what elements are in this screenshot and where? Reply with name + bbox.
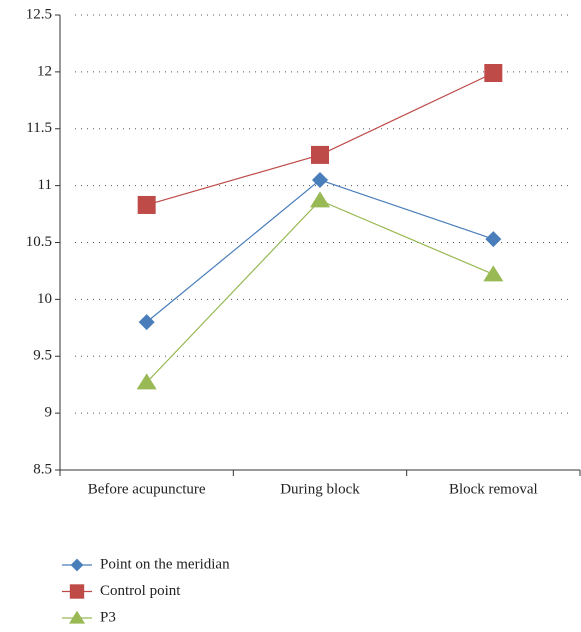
marker xyxy=(310,191,330,208)
marker xyxy=(70,558,84,572)
y-tick-label: 10.5 xyxy=(26,234,52,250)
marker xyxy=(312,171,328,188)
y-tick-label: 9 xyxy=(45,405,53,421)
y-tick-label: 10 xyxy=(37,291,52,307)
x-tick-label: During block xyxy=(280,481,360,497)
marker xyxy=(311,145,329,164)
x-tick-label: Block removal xyxy=(449,481,538,497)
marker xyxy=(69,584,85,599)
y-tick-label: 12.5 xyxy=(26,6,52,22)
series-line xyxy=(146,199,494,383)
marker xyxy=(137,195,156,214)
marker xyxy=(483,265,504,282)
y-tick-label: 11.5 xyxy=(26,120,52,136)
legend-label: Control point xyxy=(100,583,181,599)
legend-label: Point on the meridian xyxy=(100,556,230,572)
marker xyxy=(136,373,157,390)
marker xyxy=(69,610,85,624)
y-tick-label: 8.5 xyxy=(33,461,52,477)
legend-label: P3 xyxy=(100,609,116,625)
marker xyxy=(138,314,155,331)
marker xyxy=(484,64,503,83)
x-tick-label: Before acupuncture xyxy=(88,481,206,497)
y-tick-label: 12 xyxy=(37,63,52,79)
marker xyxy=(485,231,502,248)
y-tick-label: 9.5 xyxy=(33,348,52,364)
y-tick-label: 11 xyxy=(38,177,52,193)
